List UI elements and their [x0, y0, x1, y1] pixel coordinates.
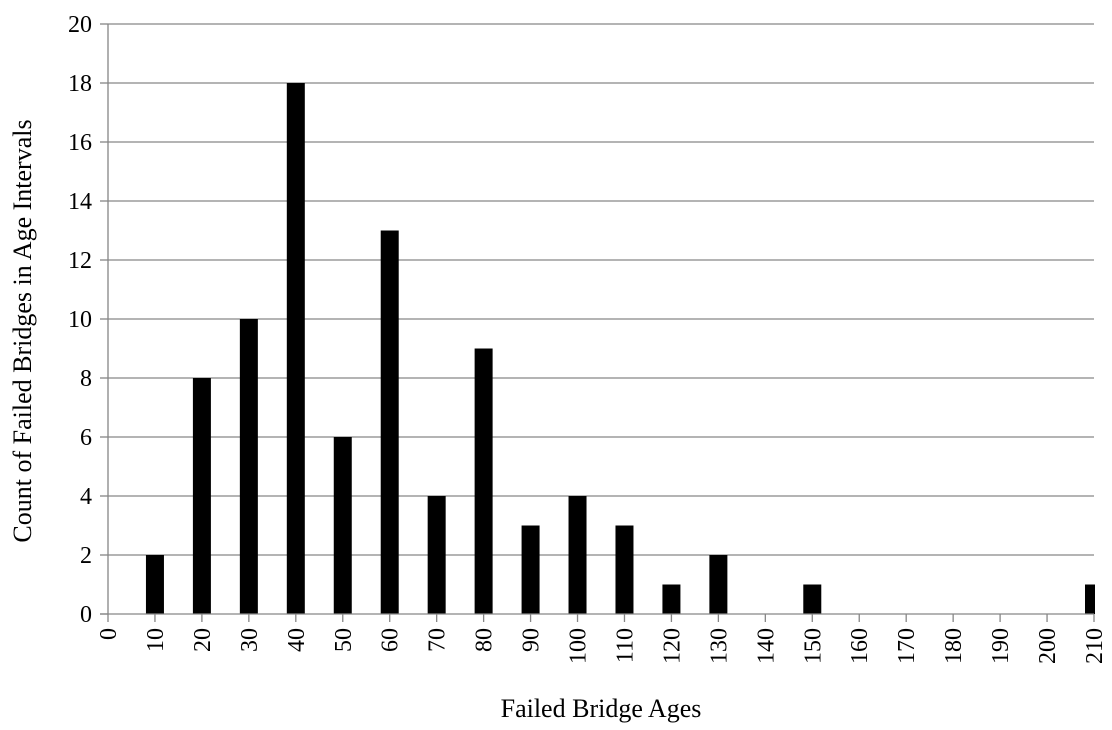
- y-tick-label: 2: [80, 543, 92, 569]
- bar: [145, 555, 164, 614]
- y-tick-label: 12: [68, 248, 92, 274]
- x-tick-labels: 0 10 20 30 40 50 60 70 80 90 100 110 120 130 140 150 160…: [96, 628, 1108, 664]
- bar: [568, 496, 587, 614]
- x-tick-label: 190: [988, 628, 1014, 664]
- y-tick-label: 10: [68, 307, 92, 333]
- x-tick-label: 30: [237, 628, 263, 652]
- y-tick-label: 0: [80, 602, 92, 628]
- x-tick-label: 70: [425, 628, 451, 652]
- x-tick-label: 180: [941, 628, 967, 664]
- y-tick-label: 4: [80, 484, 92, 510]
- x-tick-label: 20: [190, 628, 216, 652]
- y-axis-label: Count of Failed Bridges in Age Intervals: [8, 119, 37, 542]
- x-tick-label: 40: [284, 628, 310, 652]
- x-axis-label: Failed Bridge Ages: [501, 694, 702, 723]
- bars: [145, 83, 1095, 614]
- bar: [192, 378, 211, 614]
- bar: [803, 584, 822, 614]
- bar: [427, 496, 446, 614]
- bar: [239, 319, 258, 614]
- x-tick-label: 150: [800, 628, 826, 664]
- bar: [521, 525, 540, 614]
- x-tick-label: 200: [1035, 628, 1061, 664]
- x-tick-label: 90: [519, 628, 545, 652]
- x-tick-label: 130: [706, 628, 732, 664]
- bar: [662, 584, 681, 614]
- x-tick-label: 160: [847, 628, 873, 664]
- y-tick-label: 6: [80, 425, 92, 451]
- x-tick-label: 80: [472, 628, 498, 652]
- y-tick-labels: 0 2 4 6 8 10 12 14 16 18 20: [68, 12, 92, 628]
- y-tick-label: 14: [68, 189, 92, 215]
- x-tick-label: 50: [331, 628, 357, 652]
- x-tick-label: 100: [566, 628, 592, 664]
- axes: [100, 23, 1095, 622]
- bar: [615, 525, 634, 614]
- x-tick-label: 60: [378, 628, 404, 652]
- gridlines: [108, 23, 1094, 556]
- x-tick-label: 210: [1082, 628, 1108, 664]
- bar: [474, 348, 493, 614]
- y-tick-label: 20: [68, 12, 92, 38]
- x-tick-label: 10: [143, 628, 169, 652]
- y-tick-label: 8: [80, 366, 92, 392]
- x-tick-label: 120: [659, 628, 685, 664]
- y-tick-label: 16: [68, 130, 92, 156]
- x-tick-label: 170: [894, 628, 920, 664]
- bar: [380, 230, 399, 614]
- bar: [333, 437, 352, 614]
- bar: [1085, 584, 1095, 614]
- x-tick-label: 140: [753, 628, 779, 664]
- y-tick-label: 18: [68, 71, 92, 97]
- bar: [709, 555, 728, 614]
- bar: [286, 83, 305, 614]
- x-tick-label: 110: [612, 628, 638, 663]
- x-tick-label: 0: [96, 628, 122, 640]
